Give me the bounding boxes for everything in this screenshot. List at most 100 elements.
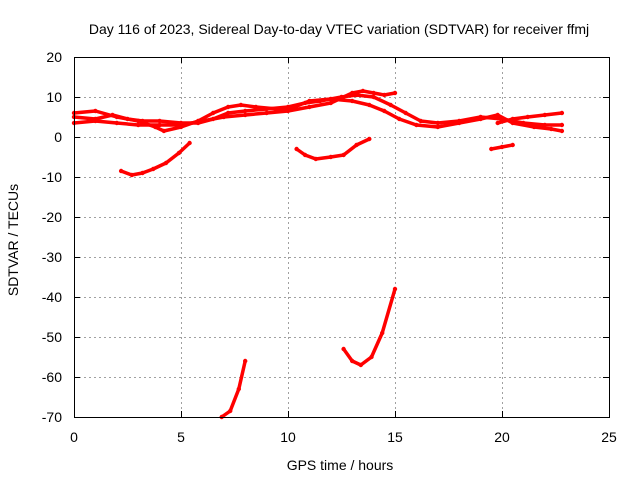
y-tick-label: -20 <box>42 209 62 225</box>
data-point <box>350 98 355 104</box>
data-point <box>542 112 547 118</box>
data-point <box>238 102 244 108</box>
data-point <box>163 160 169 166</box>
chart-title: Day 116 of 2023, Sidereal Day-to-day VTE… <box>89 21 589 37</box>
data-point <box>210 110 216 116</box>
data-point <box>114 120 120 126</box>
plot-frame <box>74 57 610 418</box>
series-group <box>71 88 565 420</box>
data-point <box>236 386 241 392</box>
data-point <box>313 156 318 162</box>
data-point <box>307 104 312 110</box>
y-tick-label: -50 <box>42 329 62 345</box>
data-point <box>403 110 408 116</box>
data-point <box>328 96 333 102</box>
data-point <box>435 120 440 126</box>
ticks <box>74 57 610 418</box>
data-point <box>369 354 374 360</box>
data-point <box>499 144 505 150</box>
data-point <box>489 146 494 152</box>
y-tick-label: -40 <box>42 289 62 305</box>
data-point <box>140 170 145 176</box>
data-point <box>397 116 402 122</box>
data-point <box>221 114 226 120</box>
data-point <box>371 90 376 96</box>
series-arc-upper-d <box>495 111 564 125</box>
data-point <box>435 124 440 130</box>
y-tick-label: -70 <box>42 409 62 425</box>
x-tick-label: 15 <box>387 429 403 445</box>
data-point <box>243 108 248 114</box>
y-tick-label: -30 <box>42 249 62 265</box>
data-point <box>136 118 141 124</box>
data-point <box>457 120 462 126</box>
y-tick-label: -60 <box>42 369 62 385</box>
grid <box>74 57 609 417</box>
data-point <box>495 112 500 118</box>
data-point <box>161 128 167 134</box>
data-point <box>200 118 205 124</box>
data-point <box>93 108 98 114</box>
data-point <box>225 104 231 110</box>
data-point <box>559 128 565 134</box>
data-point <box>341 152 346 158</box>
data-point <box>93 118 98 124</box>
x-tick-labels: 0 5 10 15 20 25 <box>70 429 617 445</box>
x-tick-label: 0 <box>70 429 78 445</box>
series-arc-upper-c <box>72 89 397 127</box>
data-point <box>243 112 248 118</box>
data-point <box>350 358 355 364</box>
data-point <box>358 362 363 368</box>
data-point <box>157 118 162 124</box>
data-point <box>354 142 359 148</box>
data-point <box>178 122 184 128</box>
data-point <box>136 122 141 128</box>
data-point <box>187 140 192 146</box>
data-point <box>294 146 299 152</box>
data-point <box>350 90 355 96</box>
data-point <box>302 152 308 158</box>
x-axis-label: GPS time / hours <box>287 457 394 473</box>
data-point <box>531 124 537 130</box>
data-point <box>157 122 162 128</box>
data-point <box>388 102 393 108</box>
data-point <box>418 118 423 124</box>
data-point <box>510 142 515 148</box>
data-point <box>549 126 554 132</box>
data-point <box>392 90 398 96</box>
series-arc-mid-center <box>294 137 372 161</box>
data-point <box>367 136 372 142</box>
x-tick-label: 25 <box>601 429 617 445</box>
data-point <box>253 104 259 110</box>
y-tick-label: 0 <box>54 129 62 145</box>
data-point <box>495 120 500 126</box>
data-point <box>559 110 565 116</box>
data-point <box>151 166 156 172</box>
y-axis-label: SDTVAR / TECUs <box>5 184 21 296</box>
data-point <box>382 92 387 98</box>
data-point <box>264 110 269 116</box>
y-tick-label: 20 <box>46 49 62 65</box>
data-point <box>228 408 233 414</box>
data-point <box>328 154 333 160</box>
data-point <box>275 106 280 112</box>
data-point <box>118 168 124 174</box>
y-tick-label: 10 <box>46 89 62 105</box>
y-tick-label: -10 <box>42 169 62 185</box>
data-point <box>510 116 515 122</box>
data-point <box>382 108 387 114</box>
data-point <box>392 286 398 292</box>
series-arc-low-right <box>341 287 397 367</box>
data-point <box>510 120 515 126</box>
data-point <box>525 114 530 120</box>
data-point <box>341 346 346 352</box>
data-point <box>367 102 372 108</box>
data-point <box>225 110 231 116</box>
data-point <box>380 330 385 336</box>
data-point <box>285 108 291 114</box>
series-arc-mid-left <box>119 141 192 177</box>
data-point <box>129 172 134 178</box>
data-point <box>114 114 120 120</box>
y-tick-labels: -70 -60 -50 -40 -30 -20 -10 0 10 20 <box>42 49 62 425</box>
